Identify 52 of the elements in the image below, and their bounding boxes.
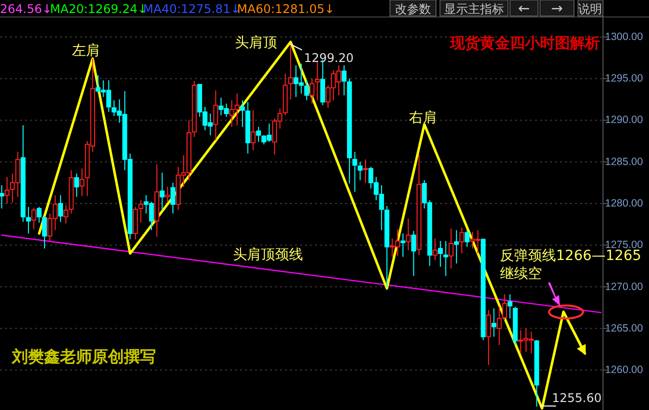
y-tick-label: 1265.00 [605,322,644,334]
candlestick [454,230,459,264]
annotation: 说明 [578,0,604,16]
candlestick [170,182,176,214]
annotation: 1299.20 [304,51,354,65]
candlestick [406,218,411,251]
candlestick [213,90,218,141]
annotation: 1255.60 [552,391,602,405]
text: 现货黄金四小时图解析 [449,34,600,52]
annotation: 1255.60 [540,391,602,406]
annotation: 反弹颈线1266—1265 [500,248,642,264]
candlestick [432,238,438,261]
candlestick [508,294,512,319]
candlestick [165,186,170,202]
annotation: 头肩顶颈线 [233,247,303,263]
y-tick-label: 1295.00 [605,72,644,85]
candlestick [288,43,294,100]
candlestick [448,228,454,269]
candlestick [491,308,496,338]
candlestick [80,168,84,197]
annotation: 继续空 [500,266,542,282]
candlestick [352,151,358,192]
annotation: 刘樊鑫老师原创撰写 [12,347,156,366]
annotation: ← [510,0,538,17]
candlestick [347,78,352,184]
candlestick [154,164,160,238]
annotation: → [540,0,574,17]
y-tick-label: 1300.00 [605,30,644,43]
candlestick [400,232,406,258]
annotation: 头肩顶 [235,35,277,51]
annotation: 264.56↓ [0,2,52,16]
y-tick-label: 1290.00 [605,114,644,126]
candlestick [443,240,448,276]
annotation: 改参数 [390,0,436,16]
candlestick [160,172,165,211]
candlestick [363,158,368,184]
annotation: 右肩 [409,110,437,126]
candlestick [438,240,443,268]
y-tick-label: 1270.00 [605,280,644,293]
candlestick [310,78,314,104]
y-tick-label: 1260.00 [605,364,644,376]
y-tick-label: 1285.00 [605,156,644,168]
annotation: 左肩 [72,43,100,59]
candlestick [58,194,63,222]
candlestick [496,306,502,346]
candlestick [250,110,256,151]
candlestick [138,200,144,224]
y-tick-label: 1280.00 [605,198,644,210]
candlestick [0,184,4,210]
candlestick [459,227,464,254]
candlestick [486,310,491,366]
annotation: 1299.20 [290,44,354,65]
